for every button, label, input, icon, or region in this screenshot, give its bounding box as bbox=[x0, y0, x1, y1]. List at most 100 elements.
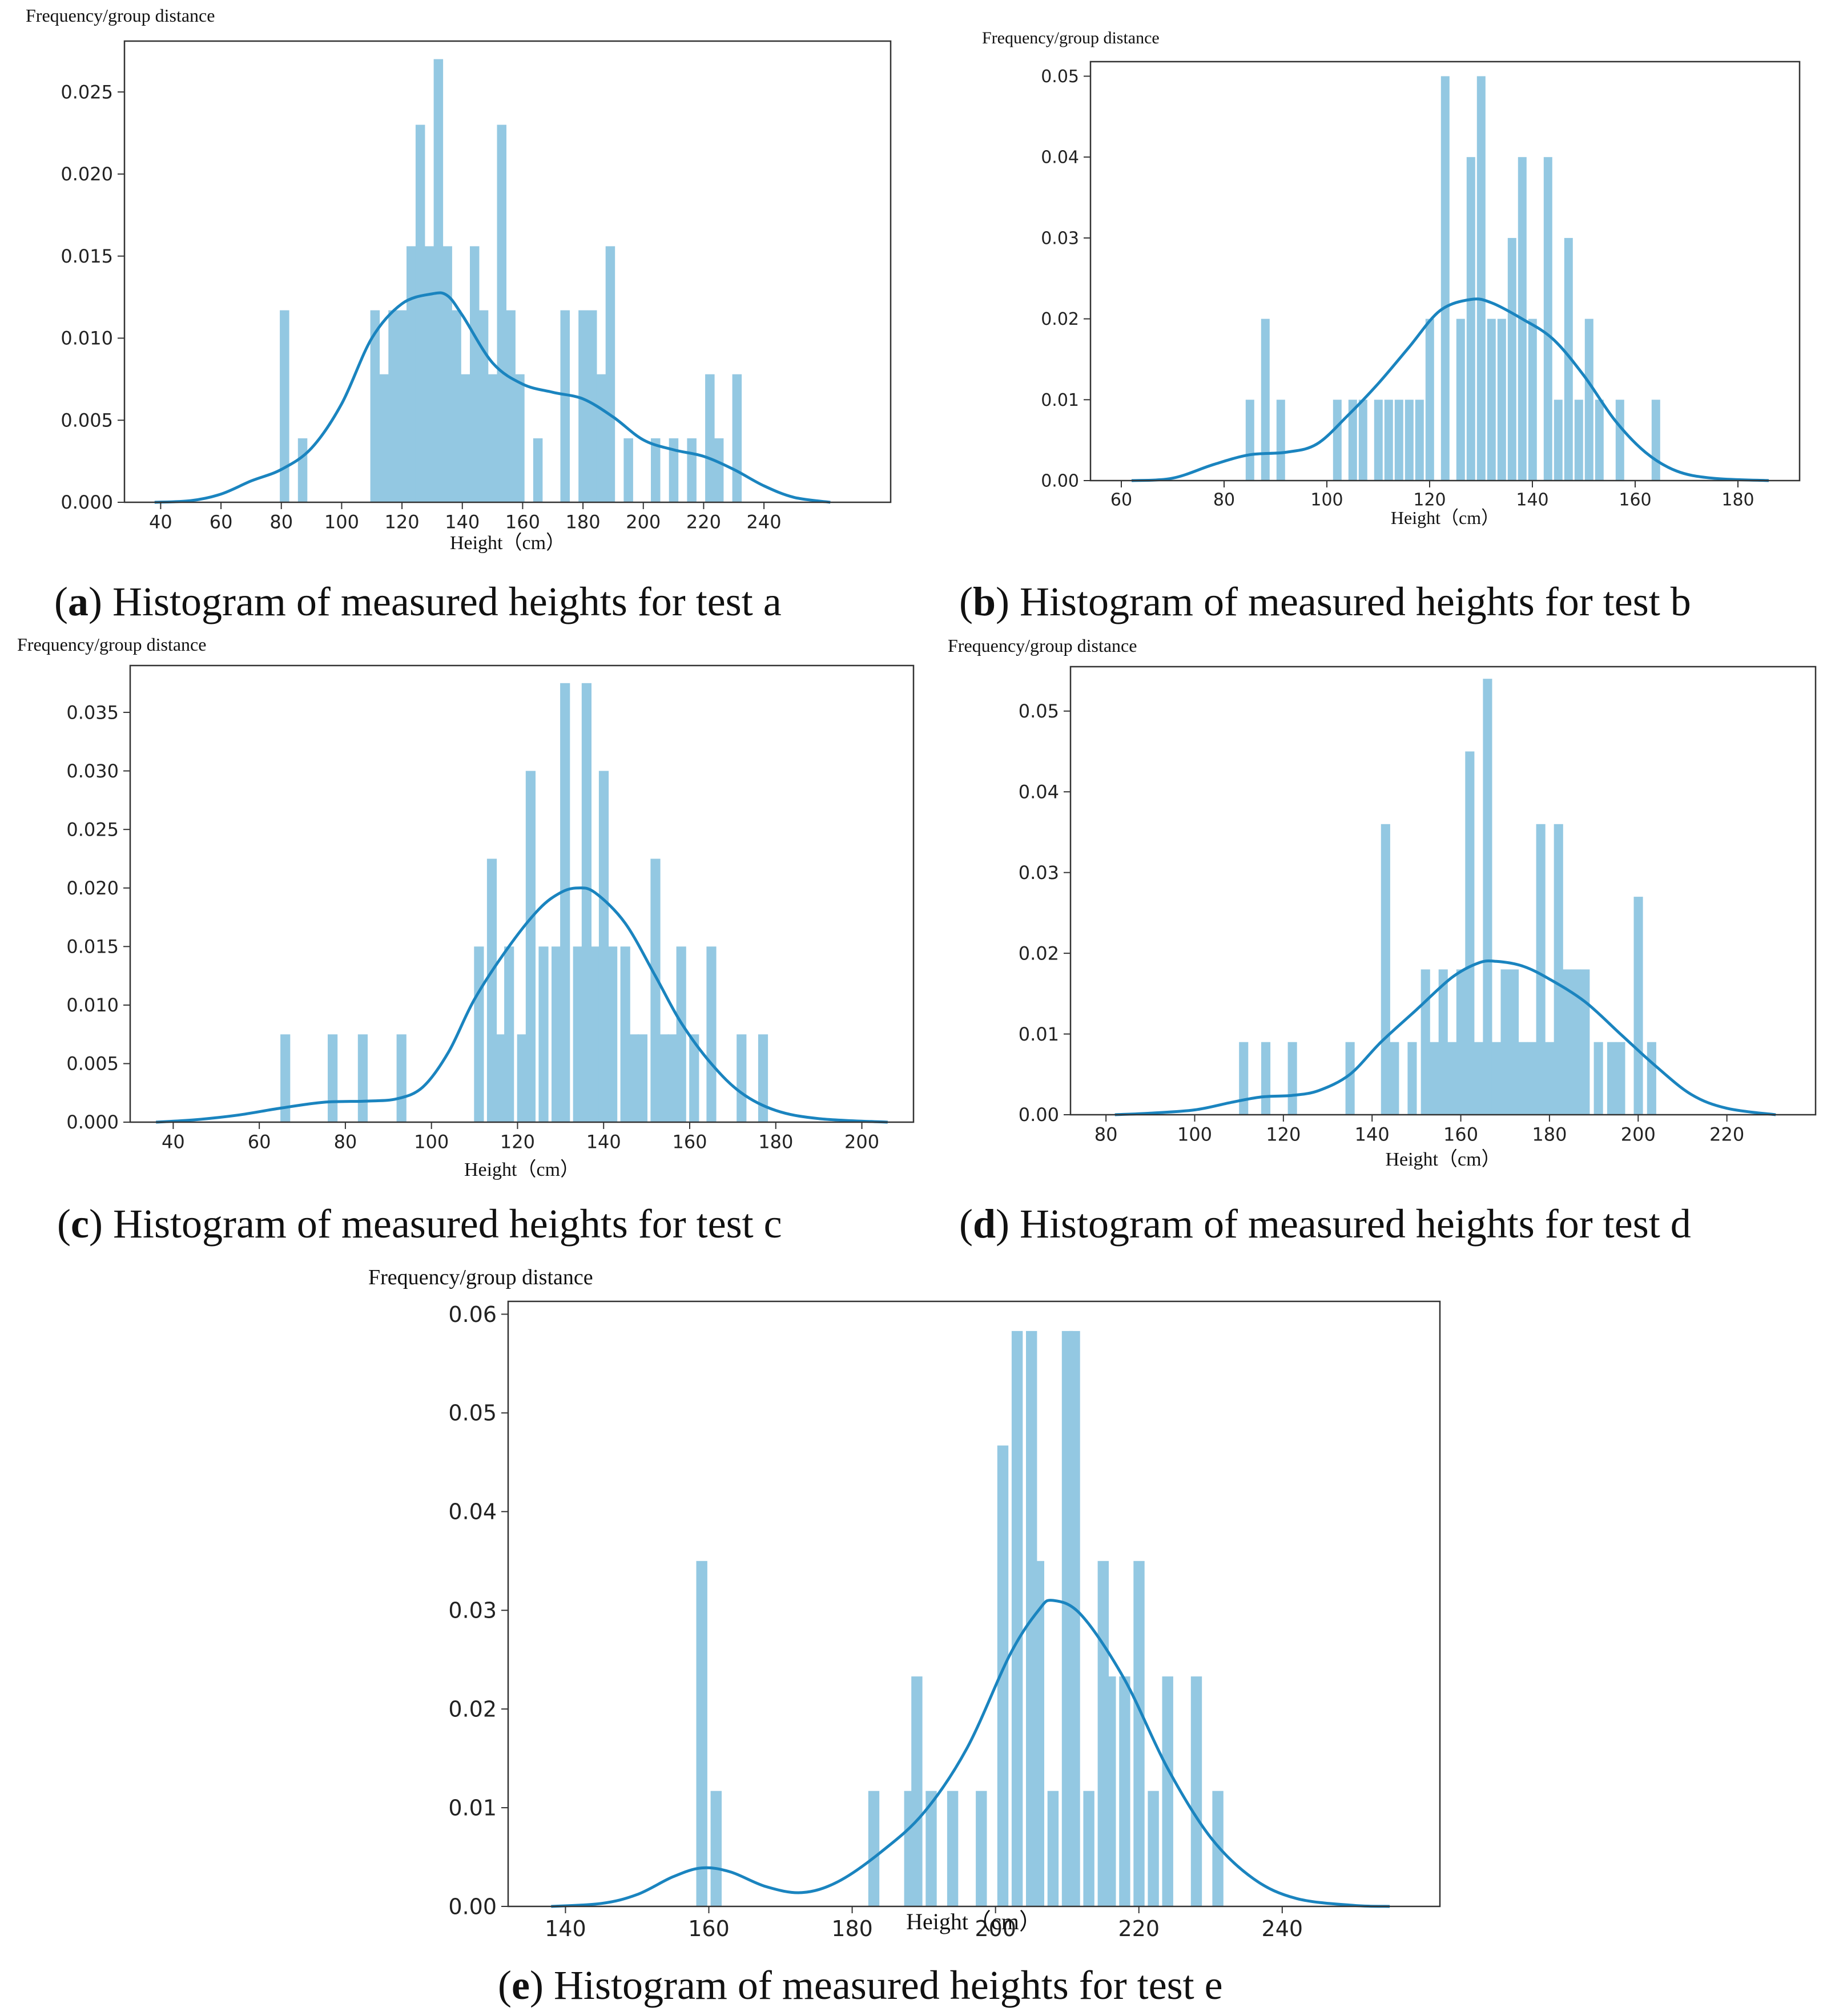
histogram-bar bbox=[1616, 1042, 1625, 1115]
kde-curve-c bbox=[156, 886, 888, 1124]
histogram-bar bbox=[637, 1034, 647, 1122]
y-tick-label: 0.04 bbox=[1019, 781, 1059, 803]
histogram-bar bbox=[517, 1034, 527, 1122]
histogram-bar bbox=[947, 1791, 959, 1906]
histogram-bar bbox=[659, 1034, 669, 1122]
x-tick-label: 180 bbox=[758, 1131, 793, 1153]
histogram-bar bbox=[328, 1034, 338, 1122]
histogram-bar bbox=[496, 1034, 506, 1122]
histogram-bar bbox=[396, 1034, 407, 1122]
caption-letter-c: c bbox=[70, 1201, 89, 1247]
caption-e: (e) Histogram of measured heights for te… bbox=[498, 1962, 1223, 2008]
histogram-bar bbox=[515, 374, 525, 502]
histogram-bar bbox=[629, 1034, 639, 1122]
caption-letter-b: b bbox=[972, 579, 996, 624]
histogram-bar bbox=[1633, 897, 1643, 1115]
histogram-bar bbox=[976, 1791, 987, 1906]
histogram-bar bbox=[1507, 237, 1516, 481]
x-tick-label: 120 bbox=[1266, 1124, 1301, 1146]
histogram-bar bbox=[706, 946, 717, 1122]
y-tick-label: 0.025 bbox=[61, 81, 113, 103]
histogram-bar bbox=[424, 246, 434, 502]
histogram-bar bbox=[732, 374, 742, 502]
histogram-bar bbox=[911, 1676, 923, 1906]
histogram-bar bbox=[1615, 400, 1624, 481]
plot-frame-c bbox=[129, 664, 915, 1123]
x-tick-label: 120 bbox=[385, 511, 420, 533]
histogram-bar bbox=[1133, 1561, 1145, 1906]
histogram-bar bbox=[461, 374, 470, 502]
histogram-bar bbox=[1148, 1791, 1159, 1906]
histogram-bar bbox=[1105, 1676, 1116, 1906]
caption-text-a: Histogram of measured heights for test a bbox=[102, 579, 782, 624]
x-tick-label: 180 bbox=[831, 1916, 873, 1941]
histogram-bar bbox=[1528, 318, 1537, 481]
histogram-bar bbox=[506, 310, 516, 502]
histogram-bar bbox=[596, 374, 606, 502]
kde-curve-a bbox=[154, 291, 831, 504]
x-axis-label-b: Height（cm） bbox=[1391, 507, 1499, 528]
y-tick-label: 0.05 bbox=[448, 1401, 497, 1426]
histogram-bar bbox=[1500, 969, 1510, 1115]
histogram-bar bbox=[1647, 1042, 1656, 1115]
caption-d: (d) Histogram of measured heights for te… bbox=[959, 1201, 1691, 1247]
histogram-bar bbox=[1584, 318, 1593, 481]
histogram-bar bbox=[573, 946, 583, 1122]
x-tick-label: 140 bbox=[1516, 490, 1548, 510]
x-tick-label: 80 bbox=[1094, 1124, 1118, 1146]
y-tick-label: 0.02 bbox=[1041, 309, 1079, 329]
histogram-bar bbox=[687, 438, 697, 502]
caption-c: (c) Histogram of measured heights for te… bbox=[57, 1201, 782, 1247]
histogram-bar bbox=[442, 246, 452, 502]
histogram-bar bbox=[696, 1561, 707, 1906]
panel-a: 40 60 80 100 120 140 160 180 200 220 240 0.000 0.005… bbox=[0, 0, 914, 628]
histogram-bar bbox=[1456, 969, 1466, 1115]
histogram-chart-e: 140 160 180 200 220 240 0.00 0.01 0.02 0.03 0.04 0.… bbox=[368, 1265, 1441, 1941]
x-tick-label: 200 bbox=[1621, 1124, 1656, 1146]
histogram-chart-c: 40 60 80 100 120 140 160 180 200 0.000 0.005 0.010 0… bbox=[17, 634, 915, 1180]
x-tick-label: 140 bbox=[545, 1916, 586, 1941]
x-tick-label: 80 bbox=[1213, 490, 1235, 510]
kde-curve-d bbox=[1114, 959, 1776, 1116]
histogram-bar bbox=[1333, 400, 1342, 481]
histogram-bar bbox=[1390, 1042, 1399, 1115]
histogram-bar bbox=[1465, 751, 1475, 1115]
histogram-bar bbox=[1607, 1042, 1616, 1115]
histogram-bar bbox=[1476, 76, 1486, 481]
caption-a: (a) Histogram of measured heights for te… bbox=[54, 579, 782, 624]
histogram-bar bbox=[379, 374, 389, 502]
histogram-bar bbox=[433, 59, 444, 503]
histogram-bar bbox=[758, 1034, 768, 1122]
histogram-bar bbox=[1420, 969, 1430, 1115]
x-tick-label: 100 bbox=[1177, 1124, 1212, 1146]
kde-curve-e bbox=[551, 1599, 1390, 1908]
histogram-bar bbox=[676, 946, 686, 1122]
histogram-bar bbox=[581, 683, 591, 1122]
y-tick-label: 0.025 bbox=[66, 819, 119, 840]
histogram-bar bbox=[1545, 1042, 1555, 1115]
histogram-bar bbox=[1358, 400, 1367, 481]
y-tick-label: 0.035 bbox=[66, 701, 119, 723]
y-tick-label: 0.03 bbox=[448, 1598, 497, 1623]
y-tick-label: 0.01 bbox=[1041, 390, 1079, 410]
x-tick-label: 180 bbox=[566, 511, 601, 533]
y-tick-label: 0.06 bbox=[448, 1302, 497, 1327]
histogram-bar bbox=[1438, 969, 1448, 1115]
histogram-bar bbox=[667, 1034, 678, 1122]
histogram-bar bbox=[1245, 400, 1254, 481]
histogram-bar bbox=[737, 1034, 747, 1122]
histogram-bar bbox=[689, 1034, 699, 1122]
histogram-bar bbox=[370, 310, 380, 502]
histogram-bar bbox=[1543, 157, 1552, 481]
y-tick-label: 0.03 bbox=[1041, 228, 1079, 248]
histogram-bar bbox=[474, 946, 484, 1122]
histogram-bar bbox=[1536, 824, 1546, 1115]
y-tick-label: 0.005 bbox=[61, 409, 113, 431]
x-tick-label: 140 bbox=[445, 511, 480, 533]
histogram-bar bbox=[710, 1791, 722, 1906]
histogram-bar bbox=[297, 438, 308, 502]
caption-text-e: Histogram of measured heights for test e bbox=[543, 1962, 1223, 2008]
histogram-bar bbox=[1474, 1042, 1483, 1115]
histogram-bar bbox=[1554, 824, 1563, 1115]
histogram-bar bbox=[1651, 400, 1660, 481]
